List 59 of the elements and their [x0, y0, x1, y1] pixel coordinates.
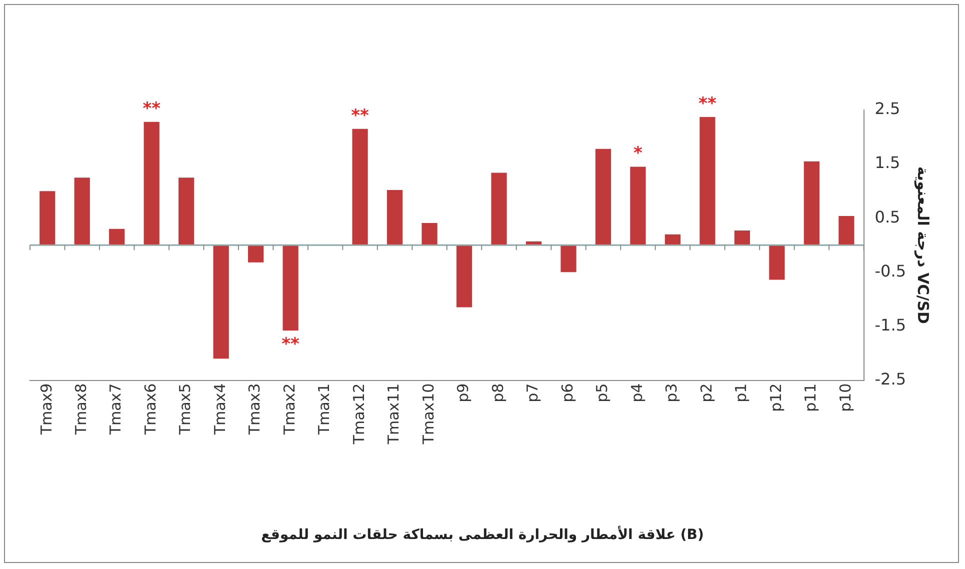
x-tick-label: p3: [662, 383, 681, 402]
x-tick-label: p9: [454, 383, 472, 402]
x-tick-label: p5: [593, 383, 612, 402]
x-tick-label: p10: [836, 383, 854, 412]
bar: [804, 161, 820, 246]
annotation: **: [142, 98, 161, 119]
bar: [595, 148, 612, 246]
bar: [40, 191, 56, 246]
bar: [178, 178, 194, 246]
x-tick-label: Tmax6: [141, 383, 160, 436]
x-tick-label: p4: [628, 383, 646, 402]
x-tick-label: p11: [802, 383, 820, 412]
x-tick-label: Tmax9: [37, 383, 56, 436]
x-tick-label: p7: [524, 383, 542, 402]
x-tick-label: Tmax11: [384, 383, 403, 446]
y-tick-label: -0.5: [874, 261, 906, 280]
bar: [109, 228, 125, 246]
bar: [74, 178, 90, 246]
x-tick-label: Tmax2: [280, 383, 298, 436]
bar: [700, 117, 716, 246]
x-tick-label: p6: [558, 383, 576, 402]
bar: [282, 245, 298, 331]
y-tick-label: 1.5: [874, 153, 900, 172]
bar: [630, 166, 646, 246]
annotation: *: [634, 144, 643, 164]
bar: [456, 245, 472, 308]
x-tick-label: p2: [697, 383, 716, 402]
annotation: **: [282, 334, 300, 354]
x-tick-label: Tmax1: [315, 383, 334, 436]
x-tick-label: Tmax10: [419, 383, 438, 446]
x-tick-label: Tmax4: [210, 383, 229, 436]
y-tick-label: -1.5: [874, 315, 906, 334]
bar: [664, 234, 681, 246]
bar: [491, 172, 507, 246]
y-tick-label: 0.5: [874, 207, 900, 226]
bar: [769, 245, 785, 280]
text: علاقة الأمطار والحرارة العظمى بسماكة حلقات النمو للموقع (B): [261, 525, 704, 544]
x-tick-label: p12: [766, 383, 785, 412]
x-tick-label: Tmax3: [246, 383, 264, 436]
y-tick-label: 2.5: [874, 99, 900, 118]
y-axis-title: درجة المعنوية VC/SD: [914, 166, 932, 324]
annotation: **: [351, 106, 370, 126]
bar: [838, 216, 854, 246]
x-tick-label: Tmax8: [72, 383, 90, 436]
bar: [248, 245, 264, 262]
bar: [352, 128, 368, 246]
x-tick-label: Tmax5: [176, 383, 194, 436]
x-tick-label: p1: [732, 383, 750, 402]
bar: [560, 245, 576, 272]
bar: [734, 230, 750, 246]
bar: [213, 245, 229, 359]
annotation: **: [698, 94, 716, 114]
y-tick-label: -2.5: [874, 369, 906, 388]
x-tick-label: Tmax12: [350, 383, 368, 446]
bar: [144, 122, 160, 246]
x-tick-label: p8: [488, 383, 507, 402]
x-tick-label: Tmax7: [106, 383, 125, 436]
bar: [386, 190, 403, 246]
bar: [422, 222, 438, 246]
